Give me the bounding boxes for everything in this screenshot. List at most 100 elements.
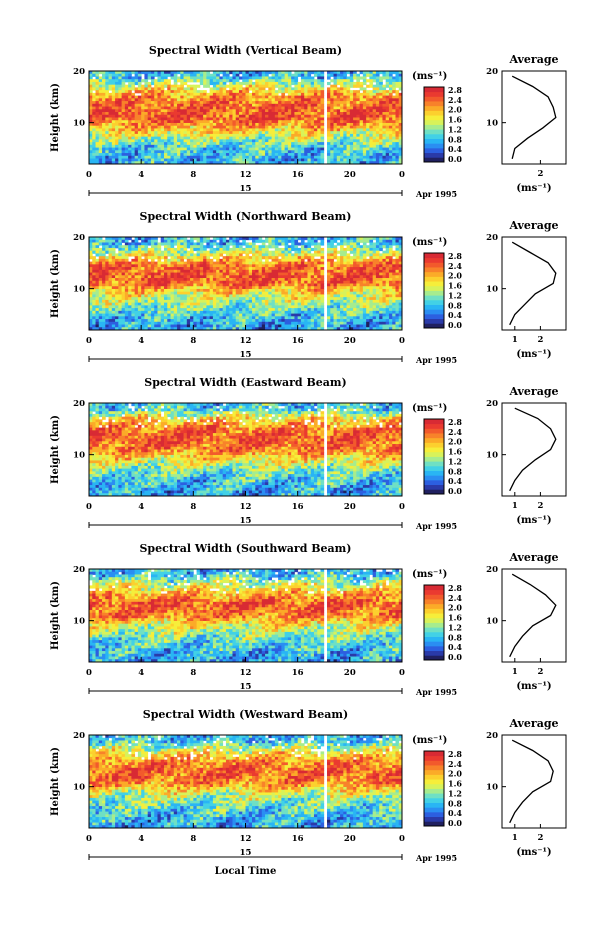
heatmap-cell [395,142,400,146]
heatmap-cell [258,155,263,159]
heatmap-cell [359,278,364,282]
heatmap-cell [98,158,103,162]
heatmap-cell [356,264,361,268]
heatmap-cell [170,136,175,140]
heatmap-cell [268,90,272,94]
heatmap-cell [163,150,168,154]
heatmap-cell [225,133,230,138]
heatmap-cell [144,264,149,268]
heatmap-cell [199,76,204,80]
heatmap-cell [173,261,178,265]
heatmap-cell [291,106,295,110]
heatmap-cell [150,73,155,77]
heatmap-cell [137,155,142,159]
heatmap-cell [392,253,396,257]
heatmap-cell [304,117,308,121]
heatmap-cell [271,128,276,132]
heatmap-cell [395,79,400,83]
heatmap-cell [209,153,214,157]
heatmap-cell [356,109,361,113]
heatmap-cell [216,103,220,107]
heatmap-cell [225,256,230,260]
heatmap-cell [310,142,315,146]
heatmap-cell [157,275,162,279]
heatmap-cell [193,161,197,165]
heatmap-cell [222,90,227,94]
heatmap-cell [222,73,227,77]
heatmap-cell [278,125,282,129]
heatmap-cell [212,142,217,146]
heatmap-cell [150,158,155,162]
heatmap-cell [115,283,119,287]
heatmap-cell [137,95,142,99]
heatmap-cell [160,239,165,243]
heatmap-cell [163,144,168,148]
heatmap-cell [265,125,269,129]
heatmap-cell [170,147,175,151]
heatmap-cell [366,283,370,287]
heatmap-cell [121,161,126,165]
heatmap-cell [278,261,282,265]
heatmap-cell [180,79,184,83]
heatmap-cell [167,92,171,97]
heatmap-cell [89,253,93,257]
heatmap-cell [379,81,383,86]
heatmap-cell [163,109,168,113]
heatmap-cell [157,280,162,284]
heatmap-cell [359,286,364,290]
heatmap-cell [294,267,299,271]
heatmap-cell [108,122,113,127]
heatmap-cell [327,125,331,129]
heatmap-cell [398,73,403,77]
heatmap-cell [382,139,387,143]
heatmap-cell [379,161,383,165]
heatmap-cell [336,95,341,99]
heatmap-cell [265,76,269,80]
heatmap-cell [261,158,266,162]
heatmap-cell [216,106,220,110]
heatmap-cell [340,112,344,116]
heatmap-cell [212,272,217,276]
heatmap-cell [346,242,351,246]
heatmap-cell [340,283,344,287]
heatmap-cell [356,95,361,99]
heatmap-cell [258,256,263,260]
heatmap-cell [320,98,325,102]
heatmap-cell [362,267,367,271]
heatmap-cell [144,95,149,99]
heatmap-cell [203,103,207,107]
heatmap-cell [160,250,165,254]
heatmap-cell [359,139,364,143]
heatmap-cell [167,158,171,162]
heatmap-cell [300,256,305,260]
heatmap-cell [330,120,334,124]
heatmap-cell [89,95,93,99]
heatmap-cell [369,71,374,75]
heatmap-cell [147,92,152,97]
heatmap-cell [340,264,344,268]
heatmap-cell [287,71,292,75]
heatmap-cell [369,122,374,127]
heatmap-cell [307,95,312,99]
heatmap-cell [186,272,191,276]
heatmap-cell [340,114,344,118]
heatmap-cell [95,131,100,135]
heatmap-cell [349,103,354,107]
heatmap-cell [199,120,204,124]
heatmap-cell [287,112,292,116]
heatmap-cell [157,147,162,151]
heatmap-cell [317,264,321,268]
heatmap-cell [173,278,178,282]
heatmap-cell [235,76,240,80]
heatmap-cell [180,275,184,279]
heatmap-cell [366,98,370,102]
heatmap-cell [238,288,243,293]
heatmap-cell [108,103,113,107]
heatmap-cell [388,253,393,257]
heatmap-cell [392,125,396,129]
heatmap-cell [362,256,367,260]
heatmap-cell [271,73,276,77]
heatmap-cell [134,79,139,83]
heatmap-cell [398,98,403,102]
heatmap-cell [216,84,220,88]
